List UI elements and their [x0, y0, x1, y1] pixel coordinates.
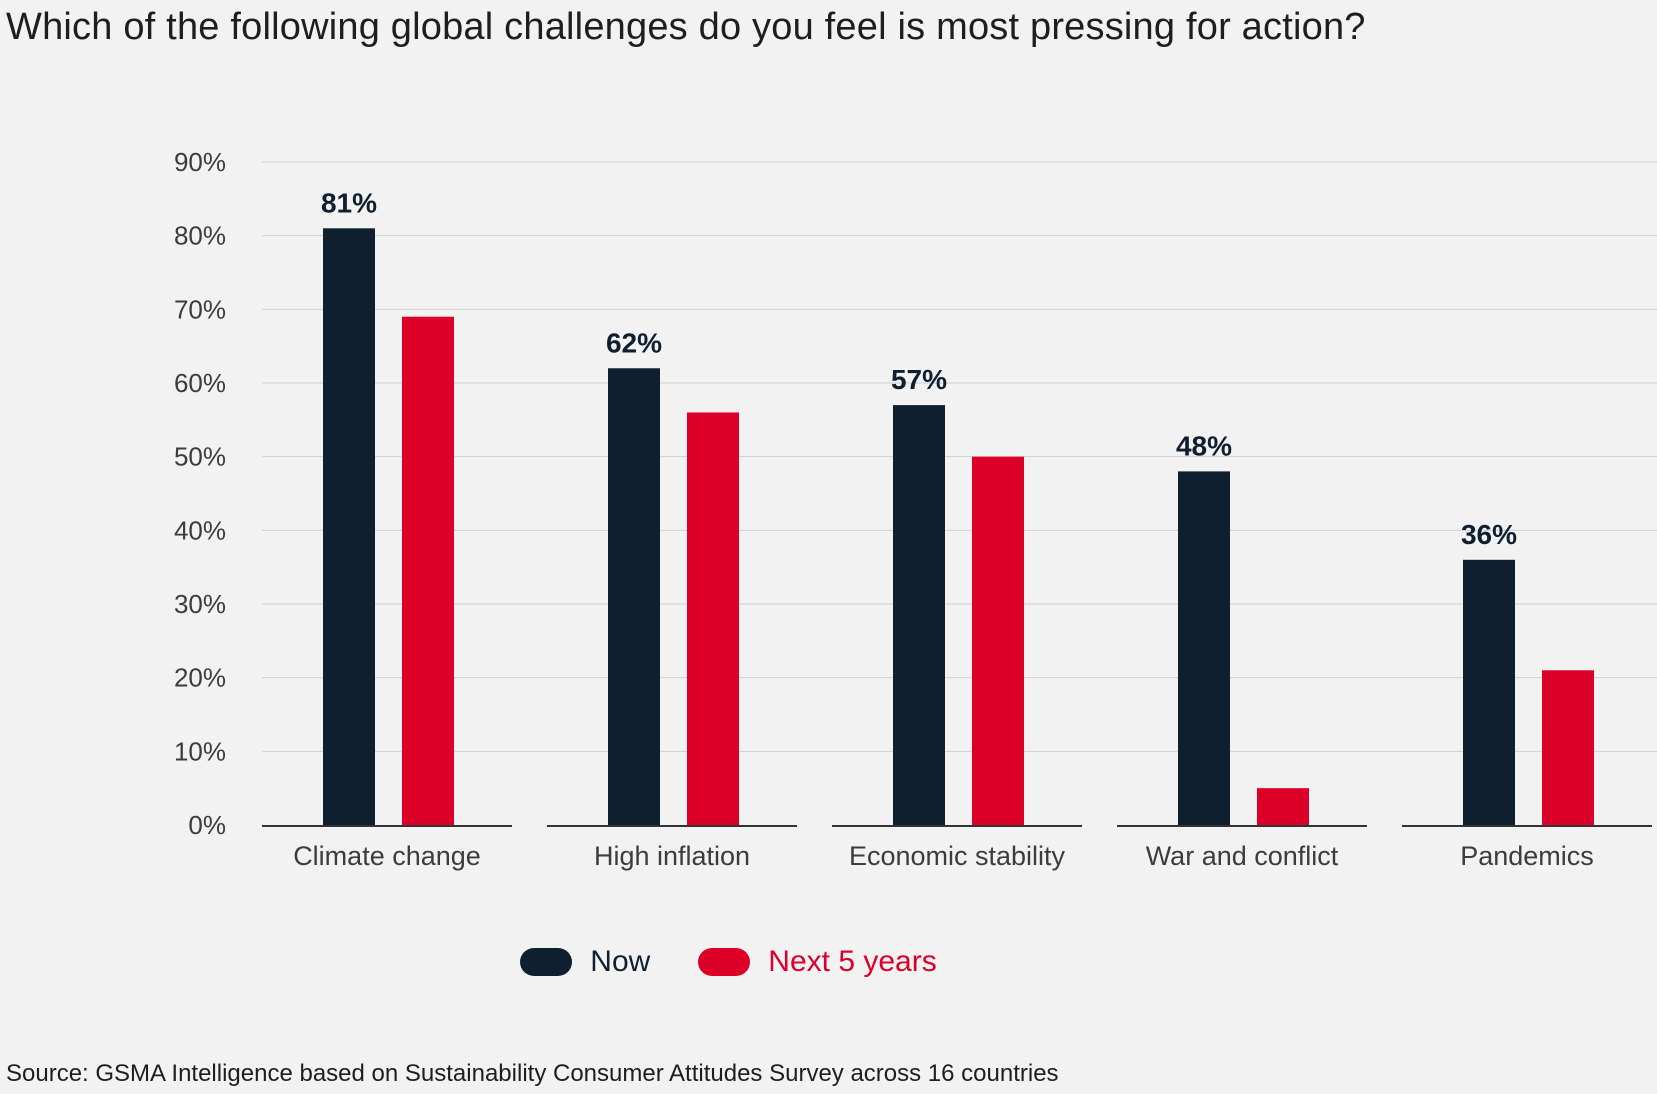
bar-next-5-years [687, 412, 739, 825]
x-tick-label: Pandemics [1460, 841, 1594, 871]
source-note: Source: GSMA Intelligence based on Susta… [6, 1060, 1059, 1087]
legend-label-now: Now [590, 945, 651, 978]
y-tick-label: 50% [174, 442, 226, 472]
chart-title: Which of the following global challenges… [6, 6, 1366, 48]
y-tick-label: 20% [174, 663, 226, 693]
legend-item-now[interactable]: Now [520, 945, 650, 979]
data-label: 81% [321, 187, 377, 218]
bar-next-5-years [1542, 670, 1594, 825]
y-tick-label: 40% [174, 515, 226, 545]
bar-next-5-years [402, 316, 454, 825]
y-tick-label: 30% [174, 589, 226, 619]
legend-label-next-5-years: Next 5 years [768, 945, 937, 978]
bar-next-5-years [972, 456, 1024, 825]
y-tick-label: 10% [174, 736, 226, 766]
y-tick-label: 0% [188, 810, 226, 840]
bar-now [893, 405, 945, 825]
x-tick-label: War and conflict [1146, 841, 1339, 871]
y-tick-label: 90% [174, 147, 226, 177]
bar-now [1463, 559, 1515, 825]
y-tick-label: 80% [174, 221, 226, 251]
bar-now [608, 368, 660, 825]
bar-next-5-years [1257, 788, 1309, 825]
x-tick-label: Climate change [293, 841, 481, 871]
x-tick-label: Economic stability [849, 841, 1066, 871]
y-tick-label: 60% [174, 368, 226, 398]
bar-now [1178, 471, 1230, 825]
x-tick-label: High inflation [594, 841, 750, 871]
data-label: 48% [1176, 430, 1232, 461]
legend: Now Next 5 years [0, 945, 1557, 979]
y-tick-label: 70% [174, 294, 226, 324]
data-label: 62% [606, 327, 662, 358]
legend-swatch-next-5-years [698, 948, 751, 976]
data-label: 36% [1461, 519, 1517, 550]
bar-now [323, 228, 375, 826]
legend-item-next-5-years[interactable]: Next 5 years [698, 945, 937, 979]
data-label: 57% [891, 364, 947, 395]
legend-swatch-now [520, 948, 573, 976]
